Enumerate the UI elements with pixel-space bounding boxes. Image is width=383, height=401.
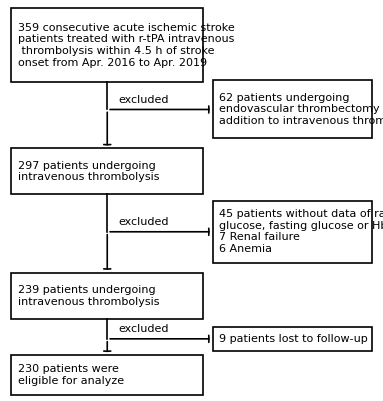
Text: excluded: excluded xyxy=(119,217,169,227)
Text: 297 patients undergoing
intravenous thrombolysis: 297 patients undergoing intravenous thro… xyxy=(18,161,160,182)
FancyBboxPatch shape xyxy=(213,200,372,263)
Text: 230 patients were
eligible for analyze: 230 patients were eligible for analyze xyxy=(18,364,124,386)
Text: excluded: excluded xyxy=(119,95,169,105)
FancyBboxPatch shape xyxy=(213,80,372,138)
Text: 359 consecutive acute ischemic stroke
patients treated with r-tPA intravenous
 t: 359 consecutive acute ischemic stroke pa… xyxy=(18,23,235,67)
FancyBboxPatch shape xyxy=(11,148,203,194)
Text: 45 patients without data of random
glucose, fasting glucose or HbA1c
7 Renal fai: 45 patients without data of random gluco… xyxy=(219,209,383,254)
Text: 62 patients undergoing
endovascular thrombectomy in
addition to intravenous thro: 62 patients undergoing endovascular thro… xyxy=(219,93,383,126)
FancyBboxPatch shape xyxy=(11,355,203,395)
Text: 9 patients lost to follow-up: 9 patients lost to follow-up xyxy=(219,334,368,344)
Text: excluded: excluded xyxy=(119,324,169,334)
FancyBboxPatch shape xyxy=(11,8,203,82)
FancyBboxPatch shape xyxy=(11,273,203,319)
Text: 239 patients undergoing
intravenous thrombolysis: 239 patients undergoing intravenous thro… xyxy=(18,285,160,306)
FancyBboxPatch shape xyxy=(213,327,372,351)
